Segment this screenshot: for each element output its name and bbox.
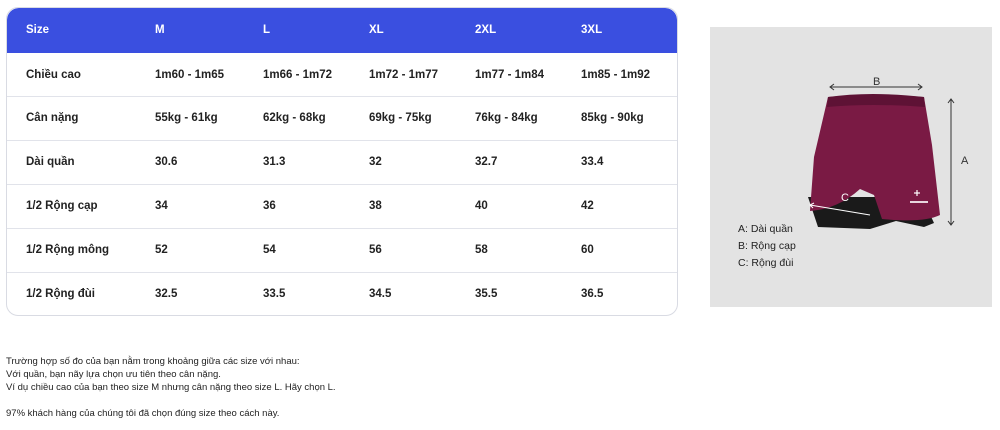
table-cell: 56 [369, 244, 382, 256]
table-cell: 33.5 [263, 288, 286, 300]
row-divider [7, 96, 677, 97]
table-cell: 36 [263, 200, 276, 212]
row-label-hip: 1/2 Rộng mông [26, 244, 110, 256]
label-b: B [873, 76, 880, 88]
row-divider [7, 184, 677, 185]
table-cell: 58 [475, 244, 488, 256]
table-cell: 1m72 - 1m77 [369, 69, 439, 81]
table-cell: 36.5 [581, 288, 604, 300]
row-divider [7, 272, 677, 273]
size-notes: Trường hợp số đo của bạn nằm trong khoản… [6, 355, 336, 394]
table-cell: 60 [581, 244, 594, 256]
table-cell: 54 [263, 244, 276, 256]
measure-c-arrow [809, 202, 871, 216]
row-divider [7, 140, 677, 141]
table-cell: 31.3 [263, 156, 286, 168]
table-header: Size M L XL 2XL 3XL [7, 8, 677, 53]
table-cell: 40 [475, 200, 488, 212]
table-cell: 32.7 [475, 156, 498, 168]
measure-a-arrow [947, 98, 955, 226]
table-cell: 69kg - 75kg [369, 112, 432, 124]
logo-mark [914, 190, 920, 196]
table-cell: 34 [155, 200, 168, 212]
size-chart-table: Size M L XL 2XL 3XL Chiều cao 1m60 - 1m6… [6, 7, 678, 316]
header-size: Size [26, 24, 50, 36]
table-cell: 42 [581, 200, 594, 212]
note-line: Ví dụ chiều cao của bạn theo size M nhưn… [6, 382, 336, 393]
header-3xl: 3XL [581, 24, 603, 36]
measure-b-arrow [829, 83, 923, 91]
row-label-waist: 1/2 Rộng cạp [26, 200, 98, 212]
shorts-shape [810, 95, 940, 221]
table-cell: 32.5 [155, 288, 178, 300]
legend-c: C: Rộng đùi [738, 257, 794, 269]
table-cell: 55kg - 61kg [155, 112, 218, 124]
table-cell: 35.5 [475, 288, 498, 300]
note-line: Với quần, bạn nãy lựa chọn ưu tiên theo … [6, 369, 221, 380]
table-cell: 62kg - 68kg [263, 112, 326, 124]
header-m: M [155, 24, 165, 36]
shorts-measurement-illustration: B A C A: Dài quần B: Rộng cạp C: Rộng đù… [710, 27, 992, 307]
note-line: Trường hợp số đo của bạn nằm trong khoản… [6, 356, 300, 367]
footnote: 97% khách hàng của chúng tôi đã chọn đún… [6, 408, 280, 419]
table-cell: 34.5 [369, 288, 392, 300]
table-cell: 1m60 - 1m65 [155, 69, 225, 81]
table-cell: 1m85 - 1m92 [581, 69, 651, 81]
row-label-height: Chiều cao [26, 69, 81, 81]
row-label-length: Dài quần [26, 156, 75, 168]
shorts-diagram: B A C [808, 76, 969, 229]
table-cell: 76kg - 84kg [475, 112, 538, 124]
row-label-thigh: 1/2 Rộng đùi [26, 288, 95, 300]
header-2xl: 2XL [475, 24, 497, 36]
label-c: C [841, 192, 849, 204]
table-cell: 38 [369, 200, 382, 212]
waistband-shape [827, 94, 925, 107]
table-cell: 30.6 [155, 156, 178, 168]
label-a: A [961, 155, 969, 167]
header-l: L [263, 24, 271, 36]
row-divider [7, 228, 677, 229]
table-cell: 1m77 - 1m84 [475, 69, 545, 81]
legend-a: A: Dài quần [738, 223, 793, 235]
table-cell: 1m66 - 1m72 [263, 69, 333, 81]
table-cell: 85kg - 90kg [581, 112, 644, 124]
legend-b: B: Rộng cạp [738, 240, 796, 252]
table-cell: 32 [369, 156, 382, 168]
header-xl: XL [369, 24, 384, 36]
row-label-weight: Cân nặng [26, 112, 79, 124]
table-cell: 52 [155, 244, 168, 256]
logo-wordmark [910, 201, 928, 203]
table-cell: 33.4 [581, 156, 604, 168]
